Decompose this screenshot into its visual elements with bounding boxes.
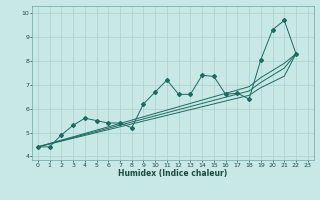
X-axis label: Humidex (Indice chaleur): Humidex (Indice chaleur) [118, 169, 228, 178]
